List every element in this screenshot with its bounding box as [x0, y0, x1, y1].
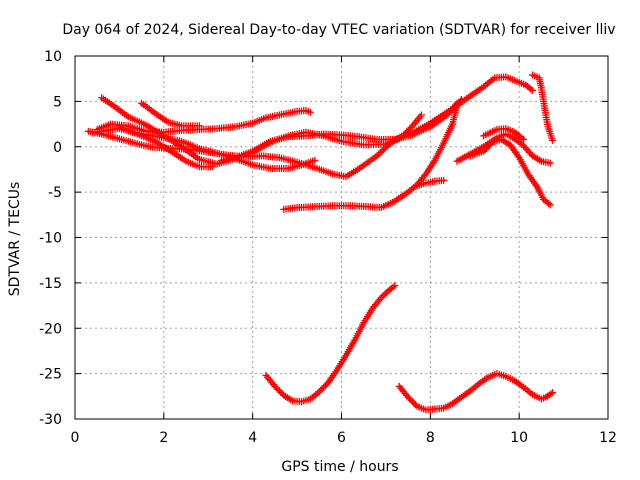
- data-point: [381, 290, 389, 298]
- data-point: [375, 150, 383, 158]
- data-point: [528, 86, 536, 94]
- data-point: [545, 199, 553, 207]
- data-series-14: [262, 282, 399, 406]
- data-point: [377, 293, 385, 301]
- axis-ticks: 0 2 4 6 8 10 12 -30 -25 -20 -15 -10 -5 0 5 10: [39, 49, 617, 446]
- data-point: [376, 149, 384, 157]
- data-point: [548, 389, 556, 397]
- grid: [75, 56, 608, 419]
- y-tick-label: 5: [53, 94, 62, 110]
- y-tick-label: -25: [39, 367, 62, 383]
- data-point: [548, 136, 556, 144]
- data-series-7: [218, 99, 461, 164]
- data-point: [527, 85, 535, 93]
- series-layer: [84, 71, 556, 414]
- x-tick-label: 6: [337, 430, 346, 446]
- data-point: [391, 282, 399, 290]
- data-point: [378, 147, 386, 155]
- x-tick-label: 2: [159, 430, 168, 446]
- x-axis-label: GPS time / hours: [281, 459, 398, 475]
- data-point: [383, 142, 391, 150]
- y-tick-label: 10: [44, 49, 62, 65]
- data-point: [487, 140, 495, 148]
- data-series-6: [115, 123, 217, 171]
- data-point: [457, 96, 465, 104]
- data-point: [389, 283, 397, 291]
- x-tick-label: 10: [510, 430, 528, 446]
- data-series-12: [480, 125, 528, 143]
- x-tick-label: 12: [599, 430, 617, 446]
- data-point: [379, 292, 387, 300]
- data-point: [195, 122, 203, 130]
- data-point: [440, 176, 448, 184]
- data-series-8: [280, 96, 465, 213]
- data-point: [380, 145, 388, 153]
- data-point: [311, 156, 319, 164]
- data-series-15: [395, 370, 556, 414]
- data-series-11: [466, 135, 554, 209]
- data-point: [546, 201, 554, 209]
- data-point: [412, 401, 420, 409]
- data-point: [306, 108, 314, 116]
- y-tick-label: -5: [48, 185, 62, 201]
- y-tick-label: -30: [39, 412, 62, 428]
- x-tick-label: 4: [248, 430, 257, 446]
- chart-title: Day 064 of 2024, Sidereal Day-to-day VTE…: [62, 22, 615, 38]
- data-point: [209, 163, 217, 171]
- data-point: [381, 144, 389, 152]
- data-point: [520, 135, 528, 143]
- data-point: [417, 111, 425, 119]
- data-point: [373, 152, 381, 160]
- y-tick-label: -20: [39, 321, 62, 337]
- y-tick-label: 0: [53, 140, 62, 156]
- x-tick-label: 0: [71, 430, 80, 446]
- x-tick-label: 8: [426, 430, 435, 446]
- data-point: [546, 159, 554, 167]
- y-axis-label: SDTVAR / TECUs: [7, 182, 23, 297]
- data-series-5: [138, 99, 203, 130]
- y-tick-label: -15: [39, 276, 62, 292]
- data-point: [547, 390, 555, 398]
- data-point: [456, 97, 464, 105]
- y-tick-label: -10: [39, 231, 62, 247]
- data-series-13: [528, 71, 556, 144]
- data-series-9: [413, 176, 448, 190]
